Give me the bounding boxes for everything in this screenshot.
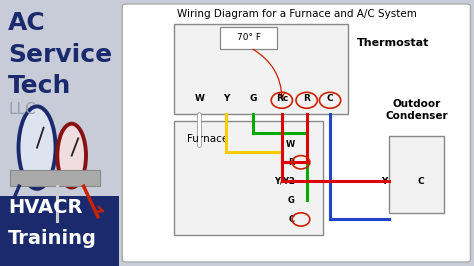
Text: Wiring Diagram for a Furnace and A/C System: Wiring Diagram for a Furnace and A/C Sys… (177, 9, 417, 19)
Text: Y: Y (223, 94, 229, 103)
FancyBboxPatch shape (122, 4, 471, 262)
Text: R: R (303, 94, 310, 103)
Circle shape (57, 124, 86, 188)
Text: LLC: LLC (9, 102, 36, 117)
FancyBboxPatch shape (9, 170, 100, 186)
FancyBboxPatch shape (174, 121, 323, 235)
Text: Y/Y2: Y/Y2 (274, 177, 295, 186)
Text: R: R (289, 158, 295, 167)
FancyBboxPatch shape (0, 196, 119, 266)
Text: Y: Y (381, 177, 387, 186)
Text: Rc: Rc (276, 94, 288, 103)
Text: G: G (250, 94, 257, 103)
Text: C: C (327, 94, 333, 103)
FancyBboxPatch shape (220, 27, 277, 49)
Text: Training: Training (9, 229, 97, 248)
Text: Service: Service (9, 43, 112, 66)
Circle shape (18, 106, 55, 189)
Text: C: C (289, 215, 295, 224)
Text: Tech: Tech (9, 74, 72, 98)
Text: HVACR: HVACR (9, 198, 83, 217)
Text: Thermostat: Thermostat (357, 38, 429, 48)
Text: W: W (286, 140, 295, 149)
FancyBboxPatch shape (389, 136, 444, 213)
Text: W: W (194, 94, 204, 103)
Text: 70° F: 70° F (237, 34, 261, 42)
Text: C: C (417, 177, 424, 186)
Text: Furnace: Furnace (187, 134, 229, 144)
FancyBboxPatch shape (174, 24, 348, 114)
Text: G: G (288, 196, 295, 205)
Text: AC: AC (9, 11, 46, 35)
Text: Outdoor
Condenser: Outdoor Condenser (385, 99, 448, 121)
